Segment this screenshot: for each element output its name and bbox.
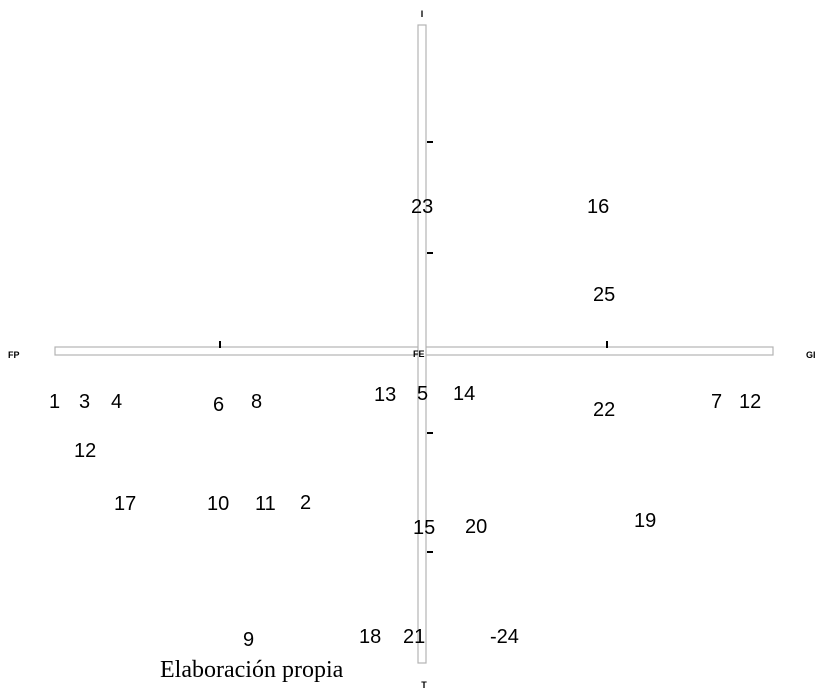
point-label: 2 [300, 492, 311, 514]
point-label: 9 [243, 629, 254, 651]
axis-label-center: FE [413, 349, 425, 359]
point-label: 12 [739, 391, 761, 413]
point-label: 11 [255, 493, 276, 515]
point-label: 21 [403, 626, 425, 648]
source-caption: Elaboración propia [160, 657, 344, 683]
axis-label-top: I [421, 9, 424, 19]
vertical-axis [417, 24, 427, 664]
point-label: 16 [587, 196, 609, 218]
point-label: 12 [74, 440, 96, 462]
point-label: 10 [207, 493, 229, 515]
point-label: 23 [411, 196, 433, 218]
axis-label-right: GI [806, 350, 816, 360]
point-label: 7 [711, 391, 722, 413]
point-label: 19 [634, 510, 656, 532]
point-label: 22 [593, 399, 615, 421]
point-label: 4 [111, 391, 122, 413]
point-label: 13 [374, 384, 396, 406]
point-label: -24 [490, 626, 519, 648]
point-label: 15 [413, 517, 435, 539]
point-label: 3 [79, 391, 90, 413]
point-label: 17 [114, 493, 136, 515]
point-label: 5 [417, 383, 428, 405]
point-label: 14 [453, 383, 475, 405]
axis-label-left: FP [8, 350, 20, 360]
axis-label-bottom: T [421, 680, 427, 690]
point-label: 1 [49, 391, 60, 413]
point-label: 20 [465, 516, 487, 538]
horizontal-axis [54, 346, 774, 356]
point-label: 6 [213, 394, 224, 416]
point-label: 18 [359, 626, 381, 648]
point-label: 25 [593, 284, 615, 306]
point-label: 8 [251, 391, 262, 413]
